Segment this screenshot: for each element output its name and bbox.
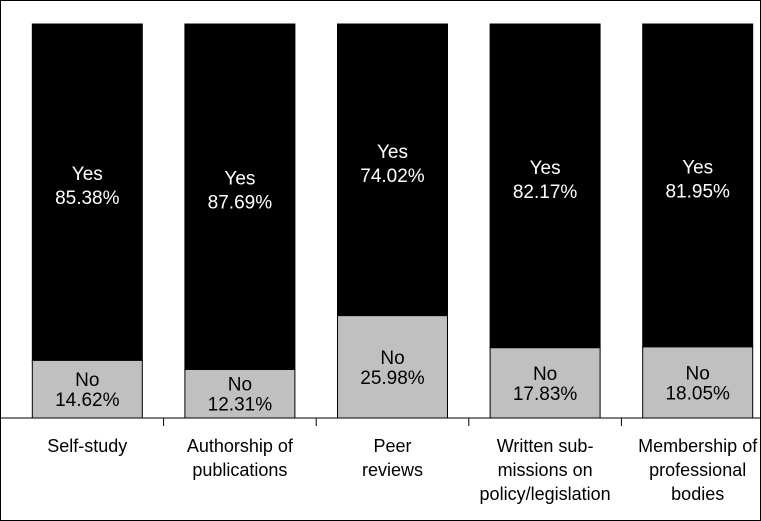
- category-label: reviews: [362, 460, 423, 480]
- bar-no-segment: [642, 346, 754, 419]
- category-label: professional: [649, 460, 746, 480]
- yes-value-label: 74.02%: [360, 166, 425, 187]
- category-label: bodies: [671, 484, 724, 504]
- bar-yes-segment: [489, 23, 601, 349]
- category-label: policy/legislation: [480, 484, 611, 504]
- bar-no-segment: [489, 347, 601, 419]
- yes-value-label: 85.38%: [55, 188, 120, 209]
- bar-yes-segment: [337, 23, 448, 317]
- yes-series-label: Yes: [377, 142, 408, 163]
- category-label: Peer: [373, 436, 411, 456]
- yes-value-label: 87.69%: [208, 193, 273, 214]
- no-series-label: No: [533, 364, 557, 385]
- category-label: Self-study: [47, 436, 127, 456]
- no-series-label: No: [228, 375, 252, 396]
- yes-series-label: Yes: [682, 157, 713, 178]
- bar-no-segment: [31, 359, 143, 419]
- category-label: Authorship of: [187, 436, 294, 456]
- category-label: Written sub-: [497, 436, 594, 456]
- no-series-label: No: [75, 370, 99, 391]
- category-label: Membership of: [638, 436, 758, 456]
- no-value-label: 14.62%: [55, 390, 120, 411]
- bar-yes-segment: [31, 23, 143, 361]
- bar-yes-segment: [184, 23, 296, 370]
- yes-series-label: Yes: [224, 169, 255, 190]
- yes-series-label: Yes: [530, 158, 561, 179]
- no-value-label: 18.05%: [665, 383, 730, 404]
- no-value-label: 17.83%: [513, 384, 578, 405]
- category-label: missions on: [498, 460, 593, 480]
- yes-series-label: Yes: [72, 164, 103, 185]
- no-series-label: No: [380, 348, 404, 369]
- yes-value-label: 82.17%: [513, 182, 578, 203]
- category-label: publications: [192, 460, 287, 480]
- bar-no-segment: [184, 368, 296, 419]
- no-value-label: 25.98%: [360, 368, 425, 389]
- yes-value-label: 81.95%: [665, 181, 730, 202]
- no-series-label: No: [686, 363, 710, 384]
- no-value-label: 12.31%: [208, 395, 273, 416]
- bar-no-segment: [337, 315, 448, 419]
